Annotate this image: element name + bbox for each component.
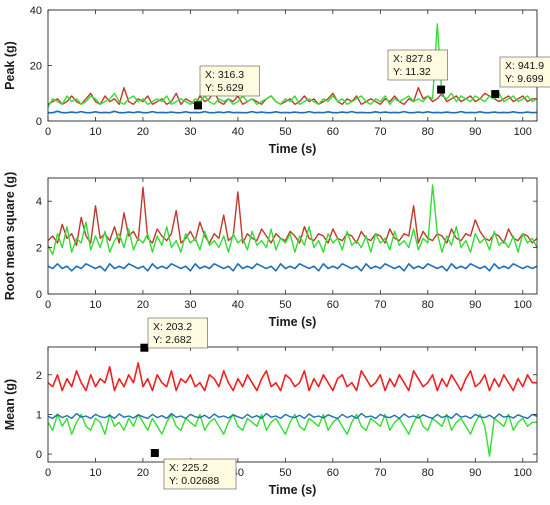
series-line-2 [47, 184, 538, 256]
y-tick-label: 2 [36, 243, 42, 255]
datatip-y-label: Y: 0.02688 [169, 475, 219, 487]
x-axis-label: Time (s) [269, 315, 317, 329]
y-axis-label: Root mean square (g) [3, 172, 17, 301]
x-tick-label: 80 [422, 467, 434, 479]
x-tick-label: 80 [422, 299, 434, 311]
y-tick-label: 0 [36, 116, 42, 128]
y-axis-label: Peak (g) [3, 41, 17, 90]
series-line-3 [47, 263, 538, 272]
datatip-marker [140, 343, 149, 352]
datatip-x-label: X: 827.8 [393, 53, 432, 65]
series-line-3 [47, 362, 537, 392]
x-tick-label: 70 [374, 467, 386, 479]
plot-area [48, 10, 537, 121]
y-tick-label: 0 [36, 449, 42, 461]
x-tick-label: 20 [137, 467, 149, 479]
datatip-x-label: X: 225.2 [169, 462, 208, 474]
panel-3: 0102030405060708090100012Time (s)Mean (g… [3, 317, 538, 497]
datatip-y-label: Y: 2.682 [153, 334, 192, 346]
y-tick-label: 4 [36, 196, 42, 208]
datatip-marker [150, 449, 159, 458]
x-tick-label: 50 [279, 126, 291, 138]
datatip-x-label: X: 203.2 [153, 321, 192, 333]
y-tick-label: 2 [36, 370, 42, 382]
datatip-box [199, 65, 260, 97]
x-axis-label: Time (s) [269, 483, 317, 497]
x-tick-label: 100 [514, 467, 532, 479]
x-tick-label: 80 [422, 126, 434, 138]
y-tick-label: 0 [36, 289, 42, 301]
datatip-box [147, 317, 208, 349]
x-tick-label: 50 [279, 299, 291, 311]
x-tick-label: 20 [137, 126, 149, 138]
datatip-box [387, 49, 448, 81]
datatip-y-label: Y: 11.32 [393, 66, 431, 78]
datatip-x-label: X: 941.9 [505, 60, 544, 72]
x-tick-label: 10 [89, 126, 101, 138]
x-tick-label: 40 [232, 299, 244, 311]
x-tick-label: 90 [469, 126, 481, 138]
plot-area [48, 347, 537, 462]
x-axis-label: Time (s) [269, 142, 317, 156]
x-tick-label: 90 [469, 467, 481, 479]
x-tick-label: 100 [514, 299, 532, 311]
x-tick-label: 70 [374, 126, 386, 138]
series-line-1 [47, 413, 537, 457]
y-tick-label: 40 [30, 5, 42, 17]
datatip-x-label: X: 316.3 [205, 69, 244, 81]
series-line-3 [48, 110, 538, 114]
x-tick-label: 30 [184, 299, 196, 311]
x-tick-label: 10 [89, 299, 101, 311]
axes-frame [47, 177, 538, 295]
panel-2: 0 10 20 30 40 50 60 70 80 90 100 0 2 4 Time (s) Root me… [3, 172, 538, 329]
datatip-marker [437, 85, 446, 94]
panel-1: 0 10 20 30 40 50 60 70 80 90 100 0 20 40 Time (s) Peak … [3, 5, 550, 156]
x-tick-label: 60 [327, 299, 339, 311]
x-tick-label: 10 [89, 467, 101, 479]
series-line-2 [47, 23, 538, 108]
x-tick-label: 30 [184, 126, 196, 138]
series-line-1 [47, 87, 537, 105]
y-tick-label: 1 [36, 409, 42, 421]
x-tick-label: 50 [279, 467, 291, 479]
axes-frame [47, 346, 538, 463]
datatip-marker [194, 101, 203, 110]
x-tick-label: 0 [45, 299, 51, 311]
x-tick-label: 90 [469, 299, 481, 311]
series-line-2 [47, 412, 538, 420]
datatip-marker [491, 90, 500, 99]
datatip-box [499, 56, 550, 88]
datatip-y-label: Y: 9.699 [505, 73, 544, 85]
x-tick-label: 0 [45, 467, 51, 479]
datatip-box [163, 458, 237, 490]
x-tick-label: 100 [514, 126, 532, 138]
x-tick-label: 20 [137, 299, 149, 311]
datatip-y-label: Y: 5.629 [205, 82, 244, 94]
x-tick-label: 60 [327, 467, 339, 479]
x-tick-label: 0 [45, 126, 51, 138]
x-tick-label: 40 [232, 126, 244, 138]
x-tick-label: 70 [374, 299, 386, 311]
x-tick-label: 60 [327, 126, 339, 138]
y-axis-label: Mean (g) [3, 379, 17, 430]
y-tick-label: 20 [30, 61, 42, 73]
